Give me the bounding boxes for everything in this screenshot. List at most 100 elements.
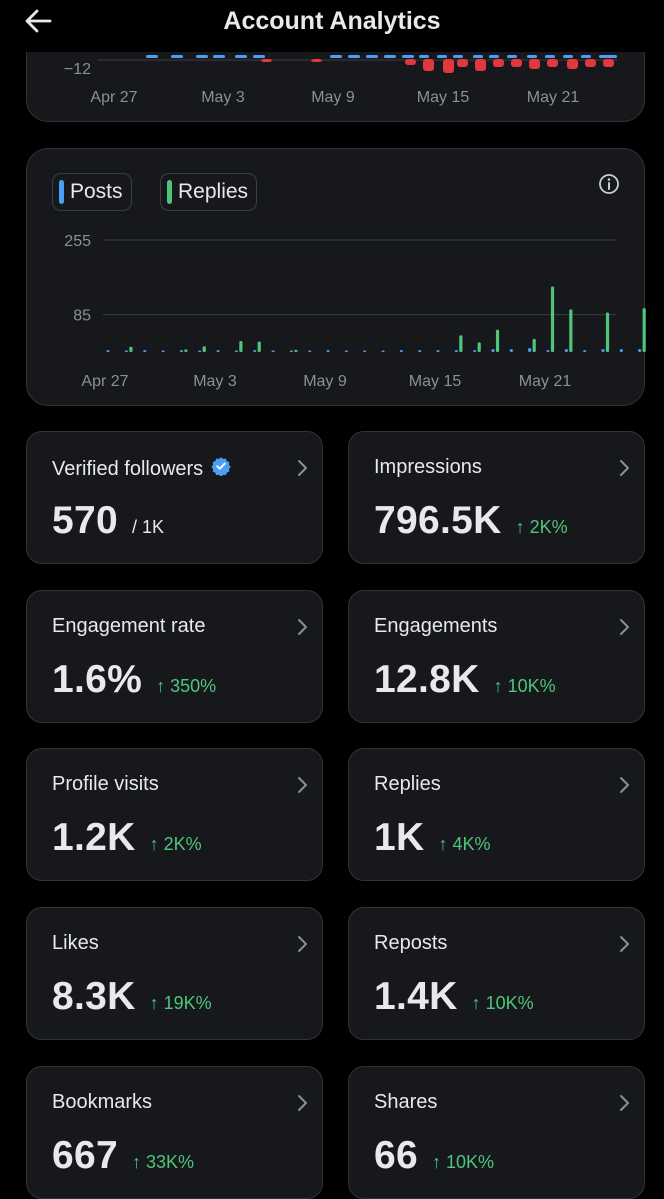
posts-bar [601,349,605,352]
posts-bar [271,350,275,352]
metric-value-row: 796.5K ↑ 2K% [374,499,568,543]
x-tick-label: May 15 [409,373,462,390]
x-tick-label: Apr 27 [81,373,128,390]
posts-bar [546,350,550,352]
metric-label-row: Engagements [374,615,497,638]
chevron-right-icon [618,935,630,958]
chevron-right-icon [296,459,308,482]
x-tick-label: May 21 [519,373,572,390]
x-axis-labels: Apr 27 May 3 May 9 May 15 May 21 [81,373,571,390]
chart-bar [507,55,517,58]
posts-bar [161,350,165,352]
posts-bar [583,350,587,352]
chart-bar [171,55,183,58]
top-app-bar: Account Analytics [0,0,664,52]
chart-bar [311,59,322,62]
metric-label-row: Verified followers [52,456,231,482]
metric-card-engagement-rate[interactable]: Engagement rate 1.6% ↑ 350% [26,590,323,723]
replies-bar [202,346,206,352]
replies-bar [569,309,573,352]
metric-card-verified-followers[interactable]: Verified followers 570 / 1K [26,431,323,564]
replies-bar [184,349,188,352]
net-followers-bars [146,55,617,73]
posts-bar [253,350,257,352]
posts-bar [381,350,385,352]
chevron-right-icon [618,1094,630,1117]
chart-bar [489,55,499,58]
legend-posts[interactable]: Posts [52,173,132,211]
metric-label: Impressions [374,456,482,478]
replies-swatch [167,180,172,204]
chart-bar [529,59,540,69]
chart-bar [235,55,247,58]
metric-label-row: Engagement rate [52,615,205,638]
chart-bar [330,55,342,58]
metric-label: Shares [374,1091,438,1113]
y-tick-label: 85 [73,308,91,325]
chart-bar [581,55,591,58]
metric-label: Likes [52,932,99,954]
x-axis-labels: Apr 27 May 3 May 9 May 15 May 21 [90,89,579,106]
info-icon [599,174,619,194]
metric-value: 1.6% [52,658,143,701]
metric-label: Engagement rate [52,615,206,637]
metric-label: Engagements [374,615,498,637]
replies-bar [129,346,133,352]
metric-label-row: Impressions [374,456,482,479]
chevron-right-icon [618,776,630,799]
metric-label: Profile visits [52,773,159,795]
info-button[interactable] [598,173,620,200]
x-tick-label: May 3 [201,89,245,106]
posts-bar [143,350,147,352]
metric-label: Verified followers [52,457,204,480]
metric-target: / 1K [131,517,165,537]
legend-replies[interactable]: Replies [160,173,258,211]
chart-gridlines: 255 85 [64,233,616,325]
metric-card-bookmarks[interactable]: Bookmarks 667 ↑ 33K% [26,1066,323,1199]
back-button[interactable] [18,4,58,38]
x-tick-label: Apr 27 [90,89,137,106]
metric-value: 796.5K [374,499,502,542]
chart-bar [547,59,558,67]
posts-replies-chart-card: Posts Replies 255 85 Apr 27 May 3 May 9 May … [26,148,646,406]
chart-bar [402,55,414,58]
metric-card-impressions[interactable]: Impressions 796.5K ↑ 2K% [348,431,645,564]
metric-value: 570 [52,499,118,542]
metric-label-row: Likes [52,932,99,955]
x-tick-label: May 21 [527,89,580,106]
posts-bar [106,350,110,352]
posts-bar [528,348,532,352]
posts-bar [308,350,312,352]
chevron-right-icon [296,1094,308,1117]
metric-card-likes[interactable]: Likes 8.3K ↑ 19K% [26,907,323,1040]
posts-bar [454,350,458,352]
metric-label-row: Replies [374,773,441,796]
chart-bar [563,55,573,58]
metric-card-profile-visits[interactable]: Profile visits 1.2K ↑ 2K% [26,748,323,881]
metric-change: ↑ 350% [156,676,217,696]
posts-bar [179,350,184,352]
chart-bar [585,59,596,67]
metric-value-row: 8.3K ↑ 19K% [52,975,212,1019]
x-tick-label: May 9 [303,373,347,390]
chart-bar [511,59,522,67]
metric-value: 66 [374,1134,418,1177]
posts-swatch [59,180,64,204]
metric-value-row: 667 ↑ 33K% [52,1134,194,1178]
metric-card-replies[interactable]: Replies 1K ↑ 4K% [348,748,645,881]
chart-bar [419,55,429,58]
metric-card-shares[interactable]: Shares 66 ↑ 10K% [348,1066,645,1199]
posts-bar [124,350,129,352]
metric-card-reposts[interactable]: Reposts 1.4K ↑ 10K% [348,907,645,1040]
replies-bar [294,349,298,352]
chart-bar [261,59,272,62]
metric-value: 1.4K [374,975,458,1018]
chart-bar [423,59,434,71]
metric-value-row: 1.2K ↑ 2K% [52,816,202,860]
metric-value: 667 [52,1134,118,1177]
legend-label: Replies [178,180,249,203]
arrow-left-icon [25,9,52,33]
metric-card-engagements[interactable]: Engagements 12.8K ↑ 10K% [348,590,645,723]
metric-value-row: 1K ↑ 4K% [374,816,491,860]
chart-bar [567,59,578,69]
